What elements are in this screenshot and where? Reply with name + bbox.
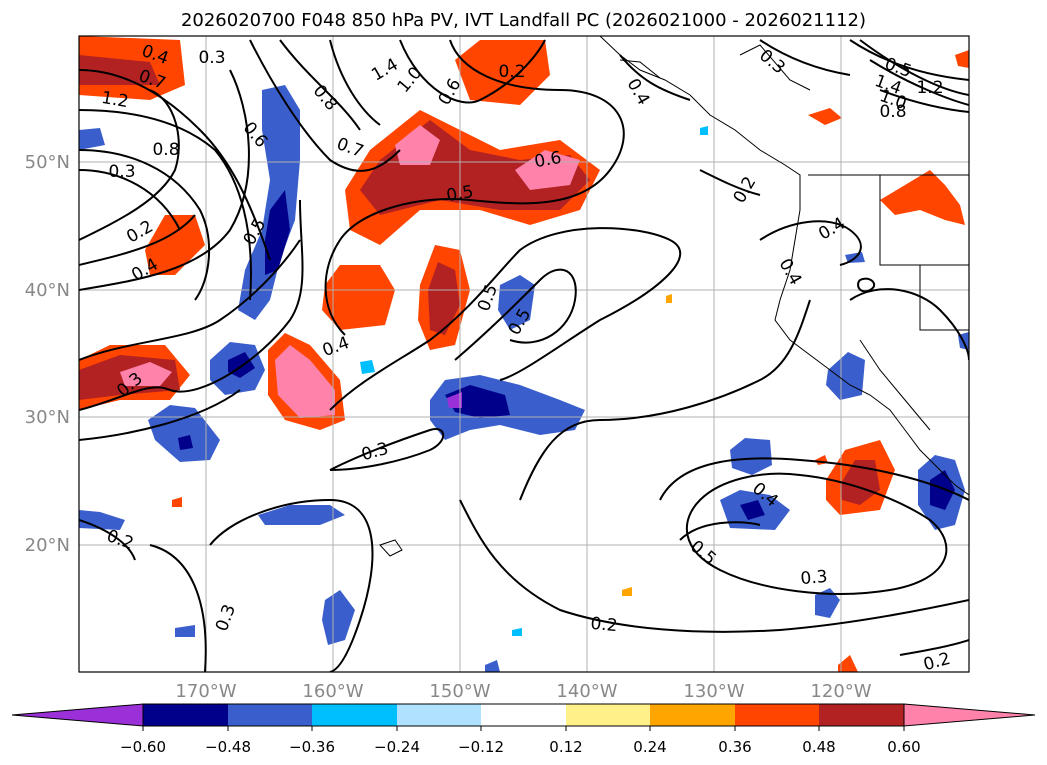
graticule — [79, 36, 969, 672]
colorbar-extend-low — [11, 703, 144, 727]
colorbar-segment — [735, 704, 819, 726]
contour-label: 0.3 — [198, 48, 225, 68]
map-frame — [78, 35, 970, 673]
colorbar-outline — [142, 703, 905, 727]
contour-label: 0.3 — [800, 567, 829, 589]
lat-label-20: 20°N — [25, 535, 70, 556]
colorbar-extend-high — [903, 703, 1036, 727]
contour-lines — [79, 39, 969, 672]
lon-label-140w: 140°W — [556, 681, 617, 702]
colorbar-segment — [397, 704, 481, 726]
latitude-labels: 50°N 40°N 30°N 20°N — [25, 152, 70, 556]
colorbar-segment — [143, 704, 228, 726]
contour-label: 0.8 — [152, 140, 179, 160]
lat-label-50: 50°N — [25, 152, 70, 173]
coastlines — [379, 36, 969, 557]
colorbar-tick-label: −0.60 — [120, 738, 166, 756]
colorbar-tick-label: 0.60 — [887, 738, 920, 756]
lat-label-40: 40°N — [25, 280, 70, 301]
contour-label: 0.2 — [590, 614, 619, 636]
lon-label-120w: 120°W — [810, 681, 871, 702]
lon-label-160w: 160°W — [302, 681, 363, 702]
colorbar-tick-label: 0.48 — [802, 738, 835, 756]
contour-label: 0.3 — [108, 162, 135, 182]
lon-label-150w: 150°W — [429, 681, 490, 702]
contour-label: 0.8 — [879, 102, 906, 122]
colorbar-tick-label: −0.48 — [205, 738, 251, 756]
colorbar-segment — [650, 704, 735, 726]
pv-shading-positive — [79, 36, 969, 672]
colorbar-segment — [481, 704, 566, 726]
colorbar-tick-label: −0.36 — [289, 738, 335, 756]
colorbar-tick-label: −0.24 — [374, 738, 420, 756]
colorbar-ticks: −0.60 −0.48 −0.36 −0.24 −0.12 0.12 0.24 … — [120, 738, 921, 756]
pv-shading-negative — [79, 85, 969, 672]
colorbar-segment — [819, 704, 904, 726]
lat-label-30: 30°N — [25, 407, 70, 428]
map-background — [79, 36, 969, 672]
colorbar-tick-label: 0.36 — [718, 738, 751, 756]
contour-label: 1.2 — [100, 88, 130, 112]
colorbar-tick-label: 0.24 — [633, 738, 666, 756]
lon-label-170w: 170°W — [175, 681, 236, 702]
contour-label: 0.6 — [533, 148, 563, 172]
colorbar-segment — [312, 704, 397, 726]
colorbar-tick-label: −0.12 — [458, 738, 504, 756]
longitude-labels: 170°W 160°W 150°W 140°W 130°W 120°W — [175, 681, 871, 702]
figure-title: 2026020700 F048 850 hPa PV, IVT Landfall… — [180, 10, 867, 31]
colorbar — [11, 703, 1036, 731]
lon-label-130w: 130°W — [683, 681, 744, 702]
colorbar-segment — [566, 704, 650, 726]
colorbar-tick-label: 0.12 — [549, 738, 582, 756]
contour-label: 0.2 — [498, 62, 525, 82]
contour-label: 1.2 — [916, 78, 943, 98]
contour-label: 0.5 — [445, 182, 475, 206]
colorbar-segment — [228, 704, 312, 726]
